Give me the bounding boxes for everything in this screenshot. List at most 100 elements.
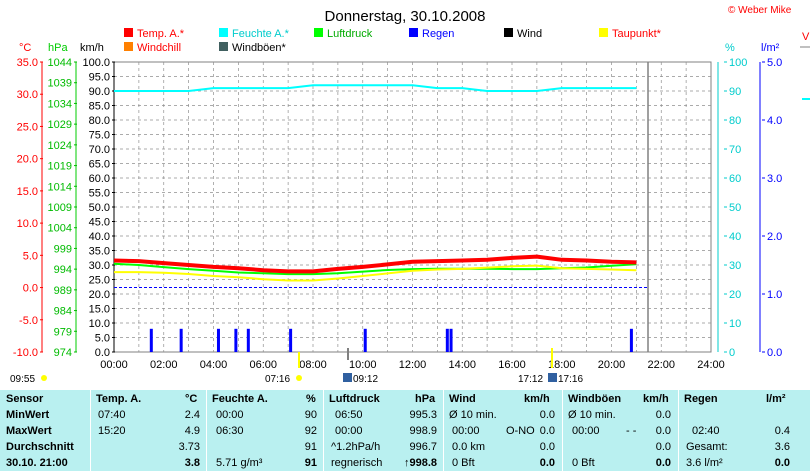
legend: Temp. A.* Feuchte A.* Luftdruck Regen Wind Ta… [124, 28, 662, 54]
min-temp-val: 2.4 [184, 409, 200, 421]
temp-tick-1: 30.0 [17, 89, 38, 101]
sunrise-marker [298, 352, 300, 368]
press-tick-5: 1019 [48, 161, 72, 173]
legend-label-3: Regen [422, 28, 454, 40]
legend-swatch-1 [219, 28, 228, 37]
series-line-temp-a- [113, 254, 637, 274]
avg-rain-val: 3.6 [774, 441, 790, 453]
legend-swatch-0 [124, 28, 133, 37]
min-gust-val: 0.0 [655, 409, 671, 421]
row-avg-label: Durchschnitt [6, 441, 74, 453]
legend-label-1: Feuchte A.* [232, 28, 290, 40]
avg-rain-label: Gesamt: [686, 441, 728, 453]
chart-title: Donnerstag, 30.10.2008 [325, 8, 486, 25]
rain-tick-4: 1.0 [767, 289, 782, 301]
min-gust-label: Ø 10 min. [568, 409, 616, 421]
max-wind-dir: O-NO [506, 425, 535, 437]
time-tick-8: 16:00 [498, 359, 526, 371]
time-tick-3: 06:00 [249, 359, 277, 371]
min-temp-time: 07:40 [98, 409, 126, 421]
row-min-label: MinWert [6, 409, 50, 421]
temp-unit-label: °C [19, 42, 31, 54]
wind-tick-14: 30.0 [89, 260, 110, 272]
rain-bar [629, 328, 633, 352]
humid-tick-9: 10 [729, 318, 741, 330]
max-press-val: 998.9 [409, 425, 437, 437]
legend-label-5: Taupunkt* [612, 28, 662, 40]
wind-tick-12: 40.0 [89, 231, 110, 243]
rain-bar [216, 328, 220, 352]
legend-swatch-7 [219, 42, 228, 51]
cur-temp-val: 3.8 [184, 457, 200, 469]
humid-tick-2: 80 [729, 115, 741, 127]
press-tick-2: 1034 [48, 98, 72, 110]
humid-tick-4: 60 [729, 173, 741, 185]
hdr-gust: Windböen [568, 393, 622, 405]
time-tick-2: 04:00 [200, 359, 228, 371]
wind-tick-1: 95.0 [89, 72, 110, 84]
wind-tick-20: 0.0 [95, 347, 110, 359]
rain-tick-3: 2.0 [767, 231, 782, 243]
legend-swatch-3 [409, 28, 418, 37]
hdr-temp: Temp. A. [96, 393, 142, 405]
hdr-rain-unit: l/m² [766, 393, 786, 405]
moonset-icon [548, 373, 557, 382]
wind-tick-6: 70.0 [89, 144, 110, 156]
humid-tick-3: 70 [729, 144, 741, 156]
wind-tick-16: 20.0 [89, 289, 110, 301]
rain-bar [179, 328, 183, 352]
max-temp-val: 4.9 [184, 425, 200, 437]
humid-tick-6: 40 [729, 231, 741, 243]
avg-wind-val: 0.0 [539, 441, 555, 453]
max-temp-time: 15:20 [98, 425, 126, 437]
max-press-time: 00:00 [335, 425, 363, 437]
avg-press-trend: ^1.2hPa/h [331, 441, 381, 453]
rain-tick-5: 0.0 [767, 347, 782, 359]
cur-rain-val: 0.0 [774, 457, 790, 469]
temp-tick-2: 25.0 [17, 121, 38, 133]
hdr-gust-unit: km/h [643, 393, 669, 405]
summary-table: Sensor Temp. A. °C Feuchte A. % Luftdruc… [0, 390, 810, 471]
time-tick-6: 12:00 [399, 359, 427, 371]
row-current-label: 30.10. 21:00 [6, 457, 68, 469]
humid-tick-7: 30 [729, 260, 741, 272]
max-gust-dir: - - [626, 425, 637, 437]
time-tick-10: 20:00 [598, 359, 626, 371]
temp-tick-9: -10.0 [13, 347, 38, 359]
time-tick-5: 10:00 [349, 359, 377, 371]
rain-bar [149, 328, 153, 352]
rain-bars [149, 328, 633, 352]
temp-tick-5: 10.0 [17, 218, 38, 230]
wind-tick-15: 25.0 [89, 275, 110, 287]
hdr-press: Luftdruck [329, 393, 380, 405]
rain-bar [289, 328, 293, 352]
legend-swatch-6 [124, 42, 133, 51]
cur-abs-humidity: 5.71 g/m³ [216, 457, 263, 469]
time-tick-7: 14:00 [448, 359, 476, 371]
avg-press-val: 996.7 [409, 441, 437, 453]
wind-tick-13: 35.0 [89, 246, 110, 258]
press-tick-7: 1009 [48, 202, 72, 214]
wind-tick-8: 60.0 [89, 173, 110, 185]
rain-tick-0: 5.0 [767, 57, 782, 69]
time-tick-9: 18:00 [548, 359, 576, 371]
press-tick-9: 999 [54, 243, 72, 255]
moonrise-marker [347, 348, 349, 360]
press-tick-8: 1004 [48, 223, 72, 235]
time-tick-1: 02:00 [150, 359, 178, 371]
rain-unit-label: l/m² [761, 42, 780, 54]
legend-label-6: Windchill [137, 42, 181, 54]
cur-hum-val: 91 [304, 457, 317, 469]
legend-label-7: Windböen* [232, 42, 287, 54]
wind-tick-18: 10.0 [89, 318, 110, 330]
wind-unit-label: km/h [80, 42, 104, 54]
press-tick-12: 984 [54, 306, 72, 318]
temp-tick-7: 0.0 [23, 283, 38, 295]
sunrise-icon [296, 375, 302, 381]
press-tick-4: 1024 [48, 140, 72, 152]
time-tick-0: 00:00 [100, 359, 128, 371]
moonrise-icon [343, 373, 352, 382]
legend-swatch-5 [599, 28, 608, 37]
time-tick-4: 08:00 [299, 359, 327, 371]
cur-press-val: ↑998.8 [403, 457, 437, 469]
